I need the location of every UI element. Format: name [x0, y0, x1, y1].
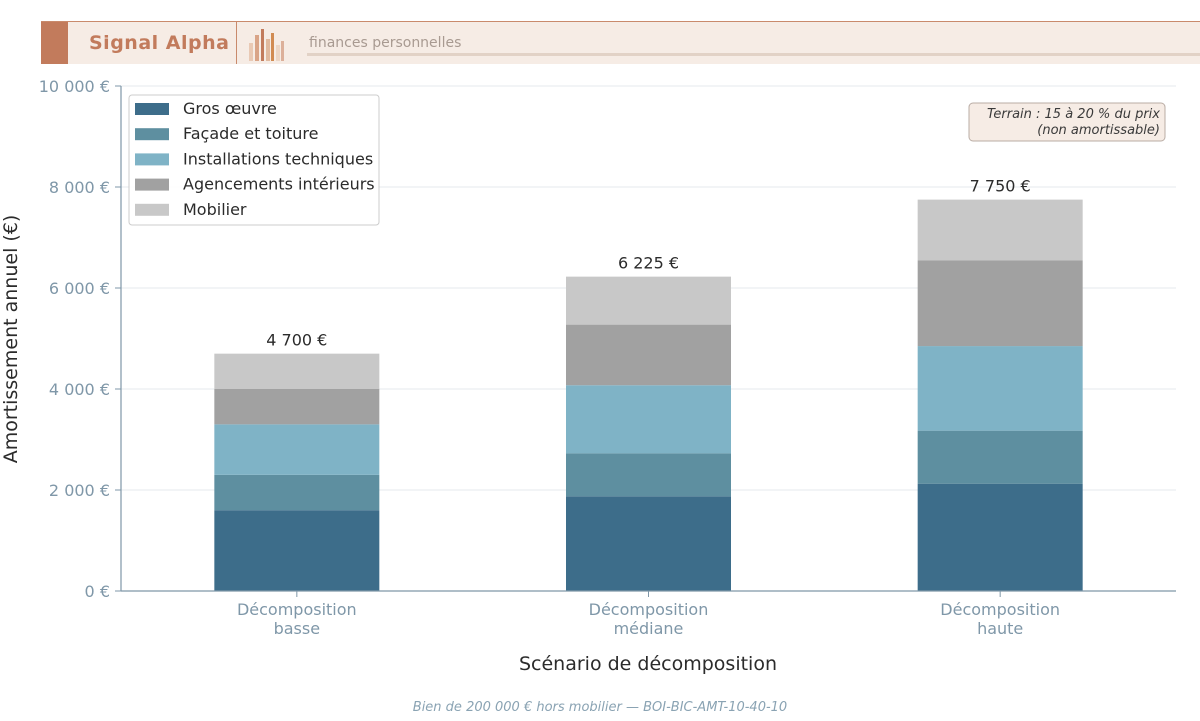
brand-header: Signal Alpha finances personnelles: [41, 21, 1200, 64]
legend-label: Agencements intérieurs: [183, 175, 375, 194]
axes-layer: [115, 85, 1176, 597]
bar-segment: [214, 424, 380, 475]
labels-layer: 0 € 2 000 € 4 000 € 6 000 € 8 000 € 10 000 € 4…: [0, 77, 1060, 675]
legend-swatch: [135, 178, 169, 191]
bar-segment: [917, 260, 1083, 347]
legend-swatch: [135, 103, 169, 115]
bar-segment: [214, 353, 380, 389]
bar-segment: [917, 199, 1083, 261]
x-tick-label: Décomposition: [940, 600, 1060, 619]
bar-segment: [566, 324, 731, 386]
brand-name: Signal Alpha: [89, 32, 230, 54]
annotation-text: (non amortissable): [1037, 123, 1160, 138]
y-tick-label: 0 €: [85, 582, 110, 601]
annotation-text: Terrain : 15 à 20 % du prix: [987, 107, 1160, 122]
bar-segment: [917, 346, 1083, 431]
y-tick-label: 10 000 €: [39, 77, 110, 96]
legend-label: Installations techniques: [183, 149, 373, 168]
bar-segment: [566, 276, 731, 325]
brand-subtitle: finances personnelles: [309, 35, 462, 51]
bars-layer: [214, 199, 1083, 591]
bar-segment: [917, 483, 1083, 591]
y-tick-label: 6 000 €: [49, 279, 110, 298]
terrain-annotation: Terrain : 15 à 20 % du prix(non amortiss…: [968, 102, 1166, 142]
brand-swatch: [41, 22, 68, 64]
bar-total-label: 4 700 €: [266, 331, 327, 350]
legend-swatch: [135, 153, 169, 166]
bar-total-label: 6 225 €: [618, 254, 679, 273]
y-tick-label: 2 000 €: [49, 481, 110, 500]
annotation-box: [968, 102, 1166, 142]
brand-separator: [236, 22, 237, 64]
bar-segment: [566, 453, 731, 497]
legend-label: Mobilier: [183, 200, 247, 219]
x-tick-label: Décomposition: [237, 600, 357, 619]
bar-segment: [214, 474, 380, 511]
bar-chart-logo-icon: [249, 29, 284, 61]
bar-segment: [214, 510, 380, 591]
bar-total-label: 7 750 €: [970, 177, 1031, 196]
source-footnote: Bien de 200 000 € hors mobilier — BOI-BI…: [412, 700, 788, 715]
legend-label: Façade et toiture: [183, 124, 318, 143]
bar-segment: [214, 389, 380, 425]
legend-box: [128, 94, 380, 226]
bar-segment: [566, 385, 731, 454]
bar-segment: [917, 430, 1083, 484]
y-axis-title: Amortissement annuel (€): [0, 215, 22, 464]
x-axis-title: Scénario de décomposition: [519, 653, 777, 675]
brand-underline: [307, 53, 1200, 56]
bar-segment: [566, 496, 731, 591]
x-tick-label: haute: [977, 619, 1023, 638]
legend: Gros œuvre Façade et toiture Installations…: [128, 94, 380, 226]
legend-swatch: [135, 203, 169, 216]
x-tick-label: basse: [274, 619, 320, 638]
legend-swatch: [135, 128, 169, 141]
stacked-bar-chart: 0 € 2 000 € 4 000 € 6 000 € 8 000 € 10 000 € 4…: [0, 77, 1176, 675]
x-tick-label: Décomposition: [589, 600, 709, 619]
legend-label: Gros œuvre: [183, 99, 277, 118]
y-tick-label: 4 000 €: [49, 380, 110, 399]
y-tick-label: 8 000 €: [49, 178, 110, 197]
x-tick-label: médiane: [614, 619, 684, 638]
